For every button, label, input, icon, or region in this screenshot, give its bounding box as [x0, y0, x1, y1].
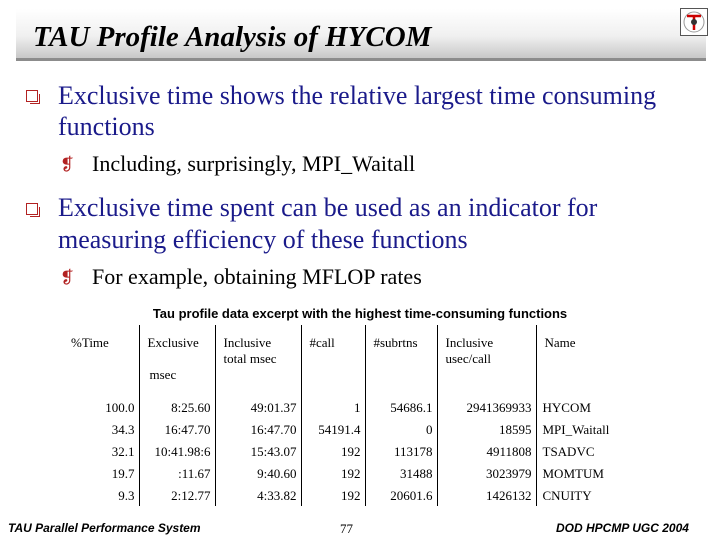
header-name: Name [535, 325, 622, 396]
cell-subrtns: 20601.6 [364, 484, 437, 506]
header-usec-line1: Inclusive [445, 335, 494, 350]
cell-exclusive: 10:41.98:6 [138, 440, 215, 462]
cell-time: 19.7 [111, 466, 135, 481]
header-exclusive: Exclusive msec [138, 325, 215, 396]
cell-usec-call: 2941369933 [436, 396, 536, 418]
header-exclusive-line1: Exclusive [147, 335, 199, 350]
header-inclusive-line1: Inclusive [223, 335, 272, 350]
cell-name: CNUITY [535, 484, 622, 506]
table-row: 100.0 8:25.60 49:01.37 1 54686.1 2941369… [63, 396, 622, 418]
cell-inclusive: 9:40.60 [214, 462, 301, 484]
footer-right-text: DOD HPCMP UGC 2004 [556, 521, 689, 535]
sub-bullet-marker-icon: ❡ [60, 155, 75, 174]
header-subrtns: #subrtns [364, 325, 437, 396]
table-row: 34.3 16:47.70 16:47.70 54191.4 0 18595 M… [63, 418, 622, 440]
cell-subrtns: 54686.1 [364, 396, 437, 418]
table-caption: Tau profile data excerpt with the highes… [152, 306, 568, 321]
bullet-2-line-1: Exclusive time spent can be used as an i… [58, 193, 598, 222]
bullet-2-line-2: measuring efficiency of these functions [58, 225, 468, 254]
cell-call: 192 [300, 440, 365, 462]
cell-time: 9.3 [118, 488, 135, 503]
bullet-1-line-1: Exclusive time shows the relative larges… [58, 81, 657, 110]
cell-exclusive: 2:12.77 [138, 484, 215, 506]
cell-exclusive: :11.67 [138, 462, 215, 484]
table-row: 19.7 :11.67 9:40.60 192 31488 3023979 MO… [63, 462, 622, 484]
bullet-marker-icon [26, 203, 40, 217]
bullet-marker-icon [26, 90, 40, 104]
cell-exclusive: 8:25.60 [138, 396, 215, 418]
profile-table: %Time Exclusive msec Inclusive total msec … [63, 325, 622, 506]
cell-usec-call: 18595 [436, 418, 536, 440]
title-bar [16, 9, 706, 61]
table-header-row: %Time Exclusive msec Inclusive total msec … [63, 325, 622, 396]
header-exclusive-line2: msec [149, 367, 177, 382]
header-inclusive: Inclusive total msec [214, 325, 301, 396]
header-time: %Time [71, 335, 109, 350]
cell-subrtns: 31488 [364, 462, 437, 484]
cell-usec-call: 4911808 [436, 440, 536, 462]
cell-time: 100.0 [105, 400, 135, 415]
cell-subrtns: 113178 [364, 440, 437, 462]
sub-bullet-2: For example, obtaining MFLOP rates [92, 264, 422, 289]
cell-inclusive: 15:43.07 [214, 440, 301, 462]
cell-subrtns: 0 [364, 418, 437, 440]
cell-call: 192 [300, 484, 365, 506]
table-row: 32.1 10:41.98:6 15:43.07 192 113178 4911… [63, 440, 622, 462]
cell-call: 1 [300, 396, 365, 418]
cell-time: 32.1 [111, 444, 135, 459]
header-call: #call [300, 325, 365, 396]
cell-usec-call: 3023979 [436, 462, 536, 484]
page-number: 77 [340, 521, 353, 536]
cell-call: 192 [300, 462, 365, 484]
cell-name: MPI_Waitall [535, 418, 622, 440]
sub-bullet-1: Including, surprisingly, MPI_Waitall [92, 151, 416, 176]
header-usec-line2: usec/call [445, 351, 491, 366]
cell-time: 34.3 [111, 422, 135, 437]
cell-inclusive: 4:33.82 [214, 484, 301, 506]
cell-name: HYCOM [535, 396, 622, 418]
cell-call: 54191.4 [300, 418, 365, 440]
cell-inclusive: 16:47.70 [214, 418, 301, 440]
cell-inclusive: 49:01.37 [214, 396, 301, 418]
cell-exclusive: 16:47.70 [138, 418, 215, 440]
tau-logo-icon [680, 8, 708, 36]
cell-name: TSADVC [535, 440, 622, 462]
slide-title: TAU Profile Analysis of HYCOM [33, 21, 432, 53]
cell-name: MOMTUM [535, 462, 622, 484]
header-inclusive-line2: total msec [223, 351, 277, 366]
cell-usec-call: 1426132 [436, 484, 536, 506]
sub-bullet-marker-icon: ❡ [60, 268, 75, 287]
bullet-1-line-2: functions [58, 112, 155, 141]
table-row: 9.3 2:12.77 4:33.82 192 20601.6 1426132 … [63, 484, 622, 506]
header-usec-call: Inclusive usec/call [436, 325, 536, 396]
footer-left-text: TAU Parallel Performance System [8, 521, 201, 535]
